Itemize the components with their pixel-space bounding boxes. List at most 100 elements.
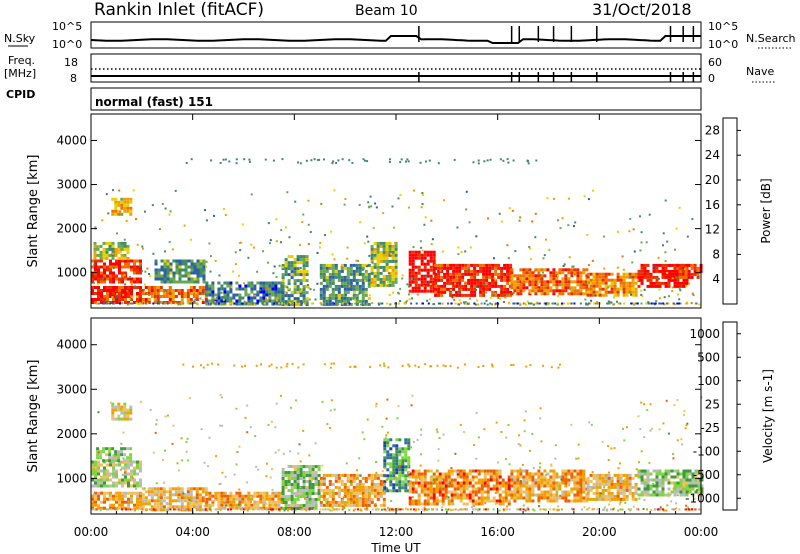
data-cell [432, 250, 436, 254]
data-cell [121, 286, 124, 289]
data-cell [513, 283, 517, 287]
scatter-cell [589, 302, 592, 305]
data-cell [340, 488, 344, 492]
nsearch-label: N.Search [746, 32, 796, 45]
data-cell [437, 269, 441, 273]
data-cell [465, 493, 469, 497]
data-cell [97, 491, 100, 495]
data-cell [139, 463, 142, 467]
data-cell [631, 275, 635, 279]
data-cell [376, 283, 380, 287]
data-cell [111, 405, 115, 409]
scatter-cell [588, 506, 591, 509]
data-cell [343, 287, 347, 291]
data-cell [317, 489, 321, 492]
data-cell [126, 206, 130, 210]
data-cell [447, 469, 451, 473]
data-cell [462, 502, 466, 506]
data-cell [573, 469, 577, 473]
data-cell [389, 447, 393, 451]
data-cell [585, 268, 589, 272]
data-cell [579, 292, 583, 296]
data-cell [607, 290, 611, 294]
data-cell [94, 301, 97, 304]
data-cell [480, 478, 484, 482]
data-cell [385, 247, 389, 251]
data-cell [673, 475, 677, 479]
data-cell [437, 290, 441, 294]
scatter-cell [186, 437, 189, 440]
data-cell [334, 263, 338, 267]
data-cell [91, 497, 94, 501]
data-cell [346, 299, 350, 303]
data-cell [435, 490, 439, 494]
data-cell [423, 283, 427, 287]
scatter-cell [228, 506, 231, 508]
data-cell [121, 271, 124, 275]
data-cell [99, 453, 103, 457]
scatter-cell [658, 297, 661, 300]
data-cell [453, 484, 457, 488]
data-cell [440, 293, 444, 297]
scatter-cell [487, 217, 489, 220]
data-cell [667, 269, 671, 273]
scatter-cell [683, 268, 686, 270]
scatter-cell [293, 274, 296, 277]
data-cell [495, 481, 499, 485]
scatter-cell [665, 509, 668, 512]
data-cell [293, 282, 297, 286]
data-cell [519, 481, 523, 485]
data-cell [465, 502, 469, 506]
scatter-cell [209, 270, 212, 273]
data-cell [673, 266, 677, 270]
data-cell [690, 275, 694, 279]
data-cell [129, 206, 133, 210]
data-cell [462, 490, 466, 494]
baseline-cell [530, 302, 533, 305]
data-cell [331, 500, 335, 504]
data-cell [555, 280, 559, 284]
data-cell [153, 499, 157, 503]
scatter-cell [269, 476, 272, 479]
scatter-cell [675, 507, 678, 510]
scatter-cell [348, 509, 351, 512]
data-cell [259, 296, 263, 300]
scatter-cell [408, 298, 411, 301]
data-cell [401, 465, 405, 469]
data-cell [159, 286, 163, 289]
data-cell [522, 271, 526, 275]
data-cell [694, 475, 698, 479]
data-cell [676, 278, 680, 282]
data-cell [670, 278, 674, 282]
data-cell [174, 493, 178, 497]
data-cell [253, 284, 257, 288]
data-cell [534, 484, 538, 488]
band-cell [366, 160, 369, 163]
data-cell [262, 494, 266, 498]
data-cell [691, 487, 695, 491]
data-cell [181, 268, 185, 272]
data-cell [622, 287, 626, 291]
data-cell [423, 265, 427, 269]
data-cell [464, 263, 468, 267]
data-cell [361, 296, 365, 300]
data-cell [284, 261, 288, 265]
data-cell [589, 497, 593, 501]
data-cell [598, 485, 602, 489]
data-cell [408, 271, 412, 275]
data-cell [156, 292, 160, 295]
data-cell [163, 274, 167, 278]
data-cell [637, 493, 641, 497]
data-cell [241, 287, 245, 291]
scatter-cell [387, 272, 390, 275]
data-cell [652, 263, 656, 267]
data-cell [531, 472, 535, 476]
data-cell [589, 281, 593, 285]
data-cell [525, 472, 529, 476]
scatter-cell [632, 505, 635, 508]
data-cell [130, 472, 133, 476]
data-cell [190, 262, 194, 266]
scatter-cell [450, 291, 453, 294]
data-cell [355, 485, 359, 489]
data-cell [106, 298, 109, 301]
